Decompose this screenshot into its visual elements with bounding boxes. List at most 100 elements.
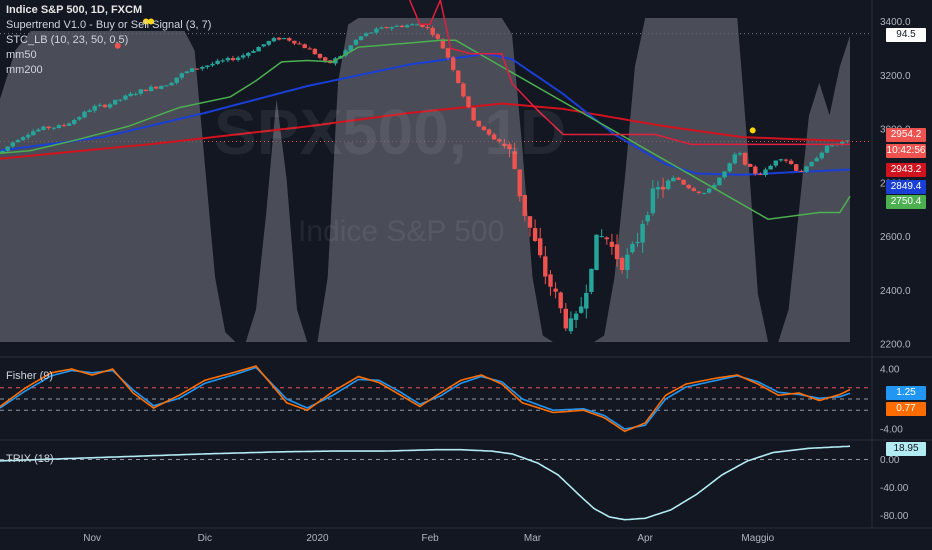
candle-body [440,39,446,49]
candle-body [107,104,113,108]
legend-mm200[interactable]: mm200 [6,64,43,76]
candle-body [681,179,686,185]
candles[interactable] [0,23,850,335]
candle-body [302,44,307,49]
supertrend-signal-marker [148,18,155,25]
time-axis[interactable]: Nov Dic 2020 Feb Mar Apr Maggio [83,533,774,544]
candle-body [783,159,789,161]
tag-stc: 94.5 [886,28,926,42]
candle-body [445,48,451,58]
candle-body [466,96,471,108]
price-tick-label: 3400.0 [880,17,911,28]
candle-body [323,57,328,61]
candle-body [686,184,691,189]
candle-body [553,288,558,292]
candle-body [573,313,579,320]
candle-body [491,134,497,140]
candle-body [753,166,758,174]
candle-body [845,140,850,142]
candle-body [56,125,62,128]
trix-line [0,445,851,521]
legend-mm50[interactable]: mm50 [6,49,37,61]
candle-body [410,24,415,26]
candle-body [169,82,174,86]
candle-body [599,236,604,238]
candle-body [696,191,702,193]
legend-supertrend[interactable]: Supertrend V1.0 - Buy or Sell Signal (3,… [6,19,212,31]
trix-tick-label: 0.00 [880,455,900,466]
candle-body [358,36,364,40]
time-tick-label: 2020 [306,533,329,544]
candle-body [788,160,794,164]
fisher-tick-label: 4.00 [880,365,900,376]
candle-body [276,37,282,40]
stc-area [0,18,850,342]
candle-body [77,117,82,120]
candle-body [230,58,236,61]
candle-body [461,83,466,97]
candle-body [102,104,108,108]
candle-body [660,186,666,190]
candle-body [799,171,804,172]
candle-body [312,48,318,55]
candle-body [215,60,220,64]
candle-body [589,268,594,292]
candle-body [194,68,200,70]
candle-body [282,38,287,40]
candle-body [379,27,384,29]
stc-fill [0,18,850,342]
candle-body [184,71,190,73]
candle-body [502,143,507,146]
candle-body [15,140,21,143]
candle-body [189,68,195,72]
candle-body [717,177,722,186]
candle-body [824,145,830,153]
candle-body [538,238,543,256]
candle-body [430,28,435,35]
candle-body [5,146,10,151]
candle-body [66,123,72,126]
mm200-line [0,102,851,160]
candle-body [210,63,215,66]
watermark-symbol: SPX500, 1D [214,96,567,168]
candle-body [512,151,517,169]
candle-body [174,77,179,83]
candle-body [159,85,164,89]
candle-body [123,95,128,100]
candle-body [353,39,359,45]
candle-body [676,177,681,180]
candle-body [707,188,712,193]
candle-body [41,126,46,130]
candle-body [154,86,159,89]
price-tick-label: 3200.0 [880,71,911,82]
candle-body [225,58,231,61]
tag-last-price: 2954.2 [886,128,926,142]
tag-fisher-a: 1.25 [886,386,926,400]
supertrend-signal-marker [749,127,756,134]
fisher-series-0 [0,365,851,433]
candle-body [164,85,169,87]
candle-body [558,292,563,309]
candle-body [804,166,809,172]
price-tick-label: 2400.0 [880,286,911,297]
legend-trix[interactable]: TRIX (18) [6,453,54,465]
candle-body [712,184,717,189]
candle-body [594,234,599,270]
legend-fisher[interactable]: Fisher (9) [6,370,54,382]
legend-stc[interactable]: STC_LB (10, 23, 50, 0.5) [6,34,129,46]
candle-body [179,73,184,78]
candle-body [261,44,266,47]
tag-supertrend-level: 2943.2 [886,163,926,177]
candle-body [543,256,548,277]
time-tick-label: Apr [637,533,653,544]
candle-body [31,131,36,136]
symbol-title[interactable]: Indice S&P 500, 1D, FXCM [6,4,143,16]
candle-body [133,93,138,95]
candle-body [266,41,271,45]
candle-body [36,129,41,132]
candle-body [650,188,656,214]
candle-body [343,50,348,56]
candle-body [722,171,727,178]
fisher-tick-label: -4.00 [880,425,903,436]
